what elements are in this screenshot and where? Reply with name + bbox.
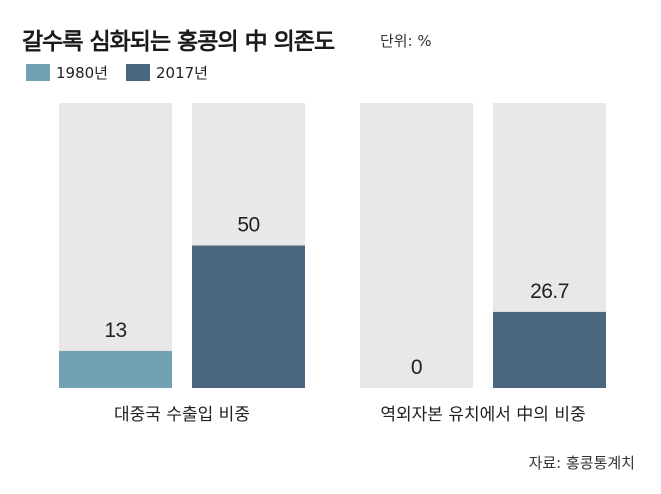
- bar-0-1: [192, 245, 305, 388]
- legend-swatch-2017: [125, 64, 150, 81]
- value-label-0-1: 50: [237, 214, 259, 237]
- legend-item-2017: 2017년: [125, 62, 208, 83]
- value-label-1-0: 0: [411, 356, 422, 379]
- bar-0-0: [59, 350, 172, 388]
- chart-title: 갈수록 심화되는 홍콩의 中 의존도: [22, 29, 335, 55]
- bar-track-0-0: [59, 103, 172, 388]
- legend: 1980년 2017년: [26, 62, 226, 83]
- value-label-0-0: 13: [104, 319, 126, 342]
- bar-1-1: [493, 311, 606, 388]
- value-label-1-1: 26.7: [530, 280, 569, 303]
- bar-track-1-0: [360, 103, 473, 388]
- legend-label-2017: 2017년: [155, 64, 208, 82]
- legend-swatch-1980: [26, 64, 50, 81]
- legend-label-1980: 1980년: [56, 64, 108, 82]
- unit-label: 단위: %: [380, 32, 432, 50]
- source-note: 자료: 홍콩통계치: [528, 454, 635, 472]
- legend-item-1980: 1980년: [26, 62, 108, 83]
- category-label-1: 역외자본 유치에서 中의 비중: [380, 405, 585, 425]
- category-label-0: 대중국 수출입 비중: [114, 405, 250, 425]
